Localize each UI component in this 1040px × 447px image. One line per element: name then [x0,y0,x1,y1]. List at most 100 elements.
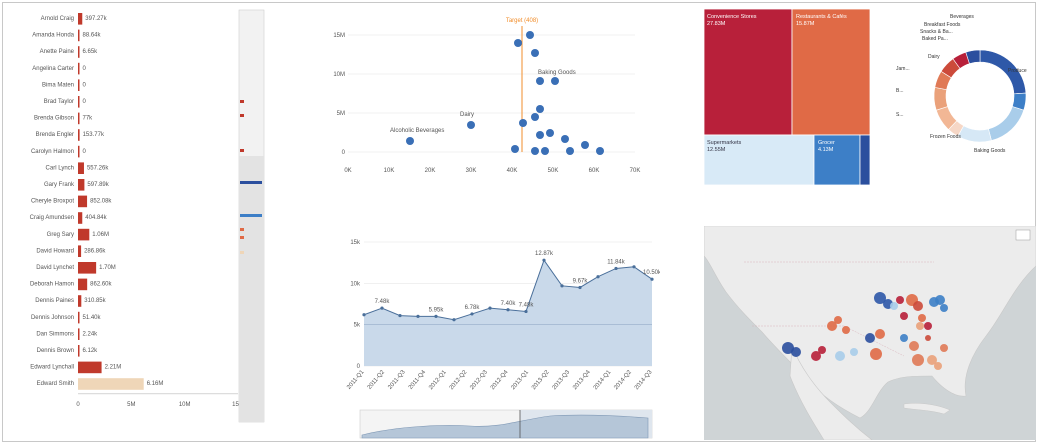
bar-name-label: Bima Maten [42,82,74,88]
area-x-tick: 2013-Q1 [510,369,530,391]
scatter-x-tick: 20K [425,168,436,174]
bar-name-label: Anette Paine [40,49,75,55]
map-store-marker [940,304,948,312]
treemap-cell-value: 27.83M [707,21,726,27]
area-value-label: 5.95k [429,307,445,313]
bar-mark [78,229,89,241]
bar-value-label: 2.21M [105,365,122,371]
map-store-marker [940,344,948,352]
store-location-map[interactable] [704,226,1036,440]
area-x-tick: 2011-Q3 [387,369,407,391]
map-store-marker [835,351,845,361]
bar-name-label: Carl Lynch [46,165,74,171]
scatter-point [561,135,569,143]
donut-chart[interactable]: Beverages Breakfast Foods Snacks & Ba... Ba… [890,10,1035,175]
bar-overview-mark [240,181,262,184]
scatter-annotation: Baking Goods [538,70,576,76]
area-value-label: 11.84k [607,259,626,265]
map-store-marker [918,314,926,322]
treemap-chart[interactable]: Convenience Stores 27.83M Restaurants & Ca… [704,9,870,185]
donut-slice [988,107,1023,141]
bar-value-label: 77k [83,116,94,122]
area-point [434,315,437,318]
sales-by-rep-bar-chart[interactable]: Arnold Craig 397.27k Amanda Honda 88.64k Ane… [6,6,270,438]
map-expand-button [1016,230,1030,240]
area-y-tick: 15k [350,240,361,246]
bar-mark [78,63,80,75]
area-point [614,267,617,270]
map-store-marker [900,312,908,320]
bar-mark [78,196,87,208]
map-store-marker [865,333,875,343]
donut-label: Produce [1008,68,1027,74]
area-x-tick: 2012-Q1 [428,369,448,391]
donut-label: Breakfast Foods [924,22,961,28]
bar-name-label: Cheryle Broxpot [31,199,74,205]
map-store-marker [818,346,826,354]
scatter-svg: 05M10M15M0K 10K 20K 30K 40K 50K 60K 70KTarget (… [330,10,650,180]
scatter-x-tick: 10K [384,168,395,174]
scatter-point [536,77,544,85]
donut-slice [934,87,948,110]
bar-mark [78,179,84,191]
map-svg [704,226,1036,440]
treemap-cell [860,135,870,185]
area-value-label: 7.48k [519,302,535,308]
treemap-cell-value: 15.87M [796,21,815,27]
bar-name-label: Gary Frank [44,182,75,188]
bar-value-label: 0 [83,82,87,88]
treemap-cell [792,9,870,135]
bar-name-label: Edward Smith [37,381,74,387]
scatter-x-tick: 0K [344,168,351,174]
map-store-marker [913,301,923,311]
treemap-cell-name: Grocer [818,140,835,146]
bar-value-label: 0 [83,149,87,155]
area-value-label: 7.40k [501,301,517,307]
donut-label: Jam... [896,66,910,72]
scatter-point [551,77,559,85]
bar-mark [78,46,80,58]
bar-value-label: 153.77k [83,132,105,138]
scatter-point [596,147,604,155]
area-x-tick: 2011-Q4 [408,369,428,391]
scatter-point [526,31,534,39]
bar-x-tick: 0 [76,402,80,408]
quarterly-area-chart[interactable]: 0 5k 10k 15k 7.48k 5.95k 6.78k 7.40k 7.48k 12.87k… [330,230,660,442]
map-store-marker [909,341,919,351]
scatter-annotation: Dairy [460,112,474,118]
bar-name-label: Craig Amundsen [30,215,74,221]
area-value-label: 7.48k [375,299,391,305]
bar-value-label: 286.86k [84,248,106,254]
scatter-point [511,145,519,153]
area-x-tick: 2012-Q3 [469,369,489,391]
area-point [578,286,581,289]
area-x-tick: 2013-Q2 [531,369,551,391]
donut-label: Snacks & Ba... [920,29,953,35]
map-store-marker [875,329,885,339]
bar-mark [78,362,102,374]
map-store-marker [900,334,908,342]
bar-value-label: 1.70M [99,265,116,271]
bar-name-label: Brenda Gibson [34,116,74,122]
scatter-x-tick: 50K [548,168,559,174]
scatter-target-label: Target (408) [506,18,538,24]
bar-value-label: 0 [83,99,87,105]
scatter-plot[interactable]: 0 5M 10M 15M 0K 10K 20K 30K 40K 50K 60K 70K Target (… [330,10,650,180]
bar-overview-mark [240,149,244,152]
bar-name-label: Carolyn Halmon [31,149,74,155]
treemap-cell-name: Restaurants & Cafés [796,14,847,20]
area-value-label: 6.78k [465,305,481,311]
bar-name-label: Dennis Johnson [31,315,74,321]
area-point [380,307,383,310]
area-point [542,259,545,262]
bar-mark [78,129,80,141]
scatter-point [467,121,475,129]
bar-overview-mark [240,236,244,239]
bar-value-label: 6.65k [83,49,99,55]
donut-slice [958,126,992,142]
map-store-marker [916,322,924,330]
bar-mark [78,279,87,291]
area-value-label: 9.67k [573,278,589,284]
scatter-x-tick: 30K [466,168,477,174]
bar-name-label: David Lynchet [36,265,74,271]
